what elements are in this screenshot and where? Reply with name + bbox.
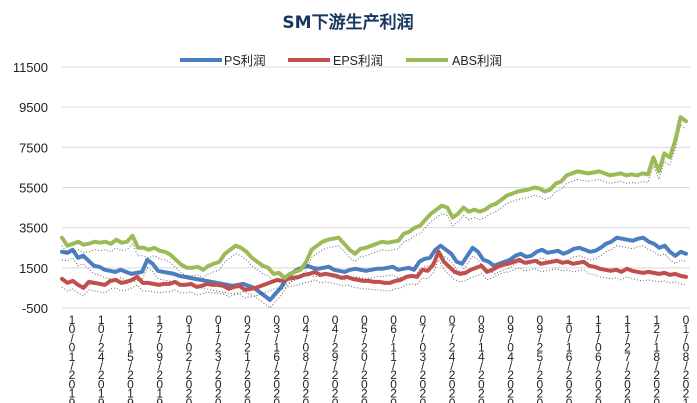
series-trend-abs <box>61 124 687 287</box>
y-tick-label: 1500 <box>19 261 48 276</box>
series-line-eps <box>60 249 688 292</box>
legend-item-abs: ABS利润 <box>406 54 502 68</box>
x-tick-label: 0 4/2 9/2 0 2 0 <box>332 313 339 403</box>
x-tick-label: 1 1/0 6/2 0 2 0 <box>595 313 602 403</box>
x-tick-label: 0 1/0 8/2 0 2 1 <box>683 313 690 403</box>
x-tick-label: 1 2/1 8/2 0 2 0 <box>653 313 660 403</box>
x-tick-label: 1 1/2 7/2 0 2 0 <box>624 313 631 403</box>
series-line-abs <box>60 115 688 280</box>
y-tick-label: 7500 <box>19 140 48 155</box>
y-tick-label: 9500 <box>19 100 48 115</box>
x-tick-label: 1 2/0 9/2 0 1 9 <box>156 313 163 403</box>
plot-area <box>60 115 688 309</box>
x-tick-label: 0 9/2 5/2 0 2 0 <box>536 313 543 403</box>
legend: PS利润 EPS利润 ABS利润 <box>180 54 502 68</box>
x-tick-label: 0 9/0 4/2 0 2 0 <box>507 313 514 403</box>
chart-title: SM下游生产利润 <box>282 12 413 33</box>
grid <box>62 66 690 309</box>
x-tick-label: 0 7/0 3/2 0 2 0 <box>420 313 427 403</box>
series-line-ps <box>60 235 688 302</box>
series-trend-eps <box>61 258 687 299</box>
x-tick-label: 0 5/2 0/2 0 2 0 <box>361 313 368 403</box>
x-tick-label: 0 4/0 8/2 0 2 0 <box>303 313 310 403</box>
x-tick-label: 0 1/0 2/2 0 2 0 <box>186 313 193 403</box>
y-axis: 11500 9500 7500 5500 3500 1500 -500 <box>13 60 48 316</box>
x-tick-label: 1 1/1 5/2 0 1 9 <box>127 313 134 403</box>
x-axis: 1 0/0 1/2 0 1 9 1 0/2 4/2 0 1 9 1 1/1 5/2 0 1 9 1 2/0 9/2 0 1 9… <box>69 313 690 403</box>
legend-item-ps: PS利润 <box>180 54 266 68</box>
legend-label-ps: PS利润 <box>224 54 266 68</box>
legend-label-abs: ABS利润 <box>452 54 502 68</box>
y-tick-label: 3500 <box>19 221 48 236</box>
x-tick-label: 0 6/1 1/2 0 2 0 <box>390 313 397 403</box>
legend-item-eps: EPS利润 <box>288 54 383 68</box>
x-tick-label: 1 0/2 4/2 0 1 9 <box>98 313 105 403</box>
series-trend-ps <box>61 245 687 309</box>
y-tick-label: -500 <box>22 301 48 316</box>
x-tick-label: 1 0/0 1/2 0 1 9 <box>69 313 76 403</box>
y-tick-label: 5500 <box>19 181 48 196</box>
x-tick-label: 0 2/2 1/2 0 2 0 <box>244 313 251 403</box>
x-tick-label: 0 7/2 4/2 0 2 0 <box>449 313 456 403</box>
x-tick-label: 1 0/1 6/2 0 2 0 <box>566 313 573 403</box>
x-tick-label: 0 1/2 3/2 0 2 0 <box>215 313 222 403</box>
x-tick-label: 0 3/1 6/2 0 2 0 <box>273 313 280 403</box>
x-tick-label: 0 8/1 4/2 0 2 0 <box>478 313 485 403</box>
y-tick-label: 11500 <box>13 60 48 75</box>
legend-label-eps: EPS利润 <box>333 54 383 68</box>
